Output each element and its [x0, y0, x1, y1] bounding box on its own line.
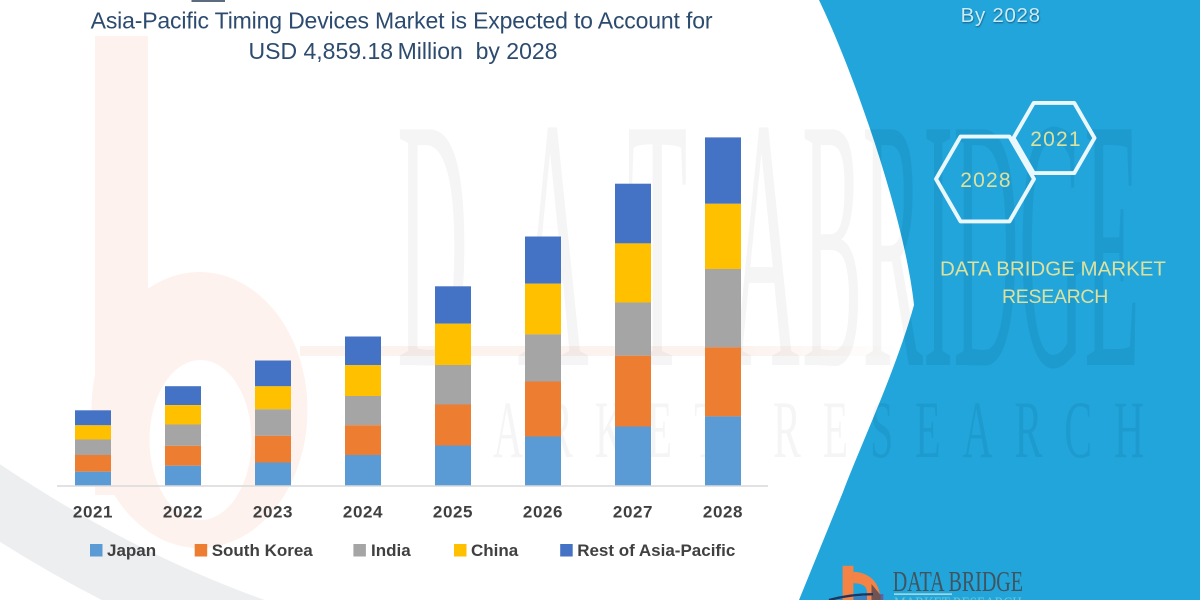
svg-text:2026: 2026 [523, 503, 563, 522]
svg-text:2025: 2025 [433, 503, 473, 522]
svg-text:USD 4,859.18 Million by 2028: USD 4,859.18 Million by 2028 [249, 38, 558, 64]
svg-text:2023: 2023 [253, 503, 293, 522]
svg-text:Rest of Asia-Pacific: Rest of Asia-Pacific [577, 541, 735, 560]
svg-text:By 2028: By 2028 [961, 4, 1041, 27]
svg-text:2027: 2027 [613, 503, 653, 522]
svg-text:Japan: Japan [107, 541, 156, 560]
svg-text:DATA BRIDGE: DATA BRIDGE [893, 567, 1023, 598]
svg-text:India: India [371, 541, 411, 560]
svg-text:RESEARCH: RESEARCH [1002, 286, 1108, 308]
svg-text:South Korea: South Korea [212, 541, 314, 560]
svg-text:2022: 2022 [163, 503, 203, 522]
svg-text:China: China [471, 541, 519, 560]
svg-text:2028: 2028 [960, 169, 1012, 192]
svg-text:2028: 2028 [703, 503, 743, 522]
svg-text:By 2028: By 2028 [961, 5, 1041, 28]
svg-text:Asia-Pacific Timing Devices Ma: Asia-Pacific Timing Devices Market is Ex… [91, 8, 713, 34]
svg-text:2021: 2021 [1030, 128, 1082, 151]
svg-text:DATA BRIDGE MARKET: DATA BRIDGE MARKET [940, 258, 1166, 281]
svg-text:2024: 2024 [343, 503, 383, 522]
svg-text:2021: 2021 [73, 503, 113, 522]
svg-text:MARKET RESEARCH: MARKET RESEARCH [894, 594, 1022, 600]
